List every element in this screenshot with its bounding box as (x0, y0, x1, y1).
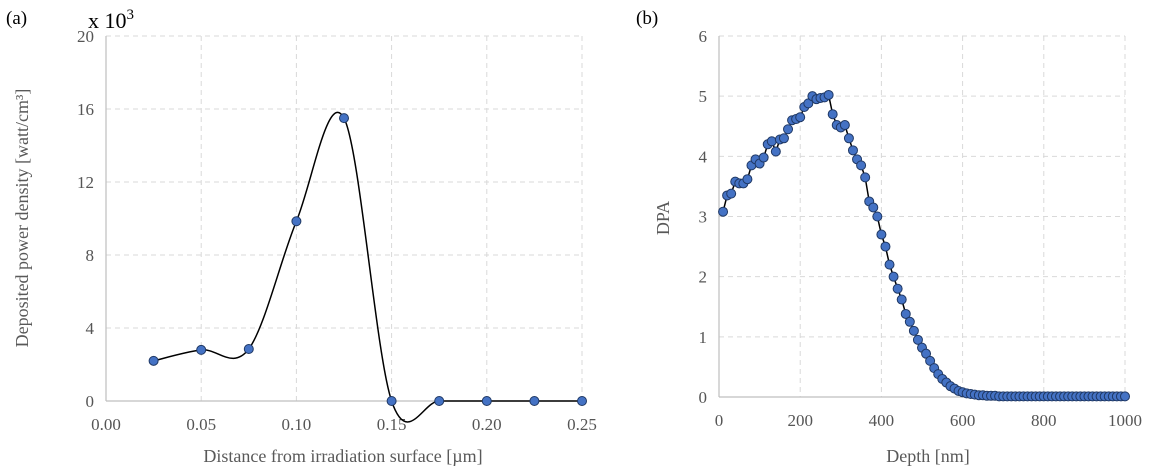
panel-b-y-axis-label: DPA (653, 201, 673, 235)
series-line (153, 111, 582, 423)
x-tick-label: 800 (1031, 411, 1057, 430)
panel-a-series-line (153, 111, 582, 423)
data-point-7 (481, 396, 492, 406)
y-tick-label: 20 (77, 27, 94, 46)
y-tick-label: 2 (699, 268, 708, 287)
panel-a-multiplier: x 103 (88, 7, 134, 33)
data-point-19 (795, 112, 806, 123)
y-tick-label: 16 (77, 100, 94, 119)
data-point-4 (339, 113, 349, 124)
panel-a-label: (a) (6, 8, 27, 29)
y-tick-label: 8 (86, 246, 95, 265)
x-tick-label: 0 (715, 411, 724, 430)
x-tick-label: 0.20 (472, 415, 502, 434)
data-point-5 (386, 396, 397, 406)
data-point-0 (718, 206, 729, 217)
data-point-16 (783, 124, 794, 135)
x-tick-label: 1000 (1108, 411, 1142, 430)
y-tick-label: 12 (77, 173, 94, 192)
panel-b-label: (b) (636, 8, 658, 29)
x-tick-label: 0.10 (282, 415, 312, 434)
x-tick-label: 0.05 (186, 415, 216, 434)
panel-a-data-points (148, 113, 587, 406)
panel-b-x-axis-label: Depth [nm] (886, 446, 969, 466)
x-tick-label: 200 (787, 411, 813, 430)
data-point-37 (868, 202, 879, 213)
x-tick-label: 400 (869, 411, 895, 430)
x-tick-label: 0.00 (91, 415, 121, 434)
y-tick-label: 4 (86, 319, 95, 338)
data-point-32 (847, 145, 858, 156)
data-point-35 (860, 172, 871, 183)
data-point-27 (827, 109, 838, 120)
data-point-3 (291, 216, 302, 227)
data-point-15 (778, 133, 789, 144)
panel-a-y-axis-label: Deposited power density [watt/cm³] (12, 89, 32, 348)
data-point-2 (243, 343, 254, 354)
data-point-12 (766, 136, 777, 147)
panel-a-grid (106, 35, 583, 401)
y-tick-label: 5 (699, 87, 708, 106)
x-tick-label: 0.25 (567, 415, 597, 434)
x-tick-label: 0.15 (377, 415, 407, 434)
data-point-47 (908, 325, 919, 336)
data-point-13 (770, 146, 781, 157)
data-point-0 (148, 355, 159, 366)
panel-b-data-points (718, 89, 1130, 402)
data-point-9 (577, 396, 587, 406)
data-point-2 (726, 188, 737, 199)
data-point-10 (758, 152, 769, 163)
x-tick-label: 600 (950, 411, 976, 430)
panel-b-tick-labels: 0 200 400 600 800 1000 0 1 2 3 4 5 6 (699, 27, 1143, 430)
data-point-30 (839, 120, 850, 131)
data-point-44 (896, 294, 907, 305)
data-point-99 (1120, 391, 1130, 402)
data-point-45 (900, 308, 911, 319)
data-point-6 (434, 396, 445, 406)
data-point-26 (823, 89, 834, 100)
y-tick-label: 1 (699, 328, 708, 347)
y-tick-label: 0 (86, 392, 95, 411)
panel-a-tick-labels: 0.00 0.05 0.10 0.15 0.20 0.25 0 4 8 12 16 20 (77, 27, 597, 434)
data-point-8 (529, 396, 540, 406)
y-tick-label: 3 (699, 208, 708, 227)
data-point-46 (904, 316, 915, 327)
data-point-41 (884, 259, 895, 270)
y-tick-label: 4 (699, 147, 708, 166)
data-point-34 (856, 160, 867, 171)
panel-b-grid (719, 35, 1126, 397)
panel-a-axes (105, 36, 582, 402)
data-point-40 (880, 241, 891, 252)
data-point-6 (742, 174, 753, 185)
data-point-48 (912, 334, 923, 345)
data-point-31 (843, 133, 854, 144)
data-point-1 (196, 344, 207, 355)
panel-a-chart: (a) x 103 0.00 0.05 0.10 0.15 0.20 0.25 0 4 8 12 1… (6, 7, 597, 466)
data-point-42 (888, 271, 899, 282)
data-point-39 (876, 229, 887, 240)
y-tick-label: 0 (699, 388, 708, 407)
panel-a-x-axis-label: Distance from irradiation surface [µm] (203, 446, 482, 466)
data-point-38 (872, 211, 883, 222)
y-tick-label: 6 (699, 27, 708, 46)
data-point-43 (892, 283, 903, 294)
